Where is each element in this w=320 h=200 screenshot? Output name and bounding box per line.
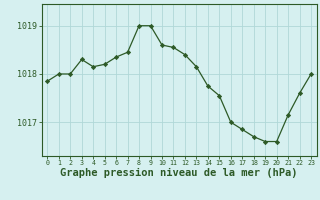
X-axis label: Graphe pression niveau de la mer (hPa): Graphe pression niveau de la mer (hPa)	[60, 168, 298, 178]
